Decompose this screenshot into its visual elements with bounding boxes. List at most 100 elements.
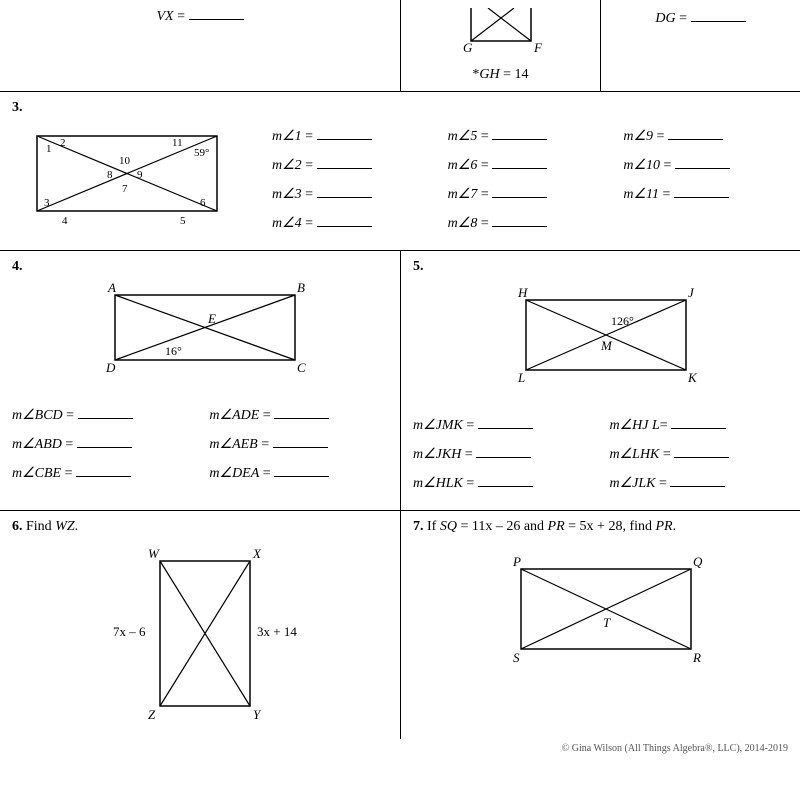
p3-a1: m∠1 xyxy=(272,129,302,144)
v-Z: Z xyxy=(148,707,156,722)
p4-a4: m∠AEB xyxy=(209,437,257,452)
p3-a8: m∠8 xyxy=(448,216,478,231)
problem-7: 7. If SQ = 11x – 26 and PR = 5x + 28, fi… xyxy=(400,511,800,739)
p3-a10: m∠10 xyxy=(623,158,660,173)
lbl-8: 8 xyxy=(107,169,113,181)
gh-eq: = 14 xyxy=(500,67,529,82)
p4-a1: m∠BCD xyxy=(12,408,63,423)
p3-a4: m∠4 xyxy=(272,216,302,231)
p3-a6: m∠6 xyxy=(448,158,478,173)
v-H: H xyxy=(517,285,528,300)
v-B: B xyxy=(297,280,305,295)
p3-a11: m∠11 xyxy=(623,187,659,202)
copyright-footer: © Gina Wilson (All Things Algebra®, LLC)… xyxy=(0,739,800,766)
dg-op: = xyxy=(676,11,691,26)
dg-var: DG xyxy=(655,11,675,26)
p3-col2: m∠5 = m∠6 = m∠7 = m∠8 = xyxy=(448,116,606,242)
vx-op: = xyxy=(174,9,189,24)
v-K: K xyxy=(687,370,698,385)
vx-var: VX xyxy=(156,9,173,24)
p5-a3: m∠JKH xyxy=(413,447,461,462)
row-3: 3. 1 2 11 59° 10 8 9 7 3 4 5 6 xyxy=(0,91,800,250)
num-7: 7. xyxy=(413,519,424,534)
p5-a5: m∠HLK xyxy=(413,476,463,491)
v-X: X xyxy=(252,546,262,561)
p7-eq1r: = 11x – 26 and xyxy=(457,519,548,534)
p3-a3: m∠3 xyxy=(272,187,302,202)
p6-prompt-var: WZ xyxy=(55,519,74,534)
angle-126: 126° xyxy=(611,314,634,328)
p7-pa: If xyxy=(427,519,440,534)
lbl-2: 2 xyxy=(60,137,66,149)
rect-diagram-7: P Q R S T xyxy=(481,549,721,679)
dg-blank[interactable] xyxy=(691,8,746,22)
v-W: W xyxy=(148,546,160,561)
num-6: 6. xyxy=(12,519,23,534)
gh-var: GH xyxy=(479,67,499,82)
v-R: R xyxy=(692,650,701,665)
num-5: 5. xyxy=(413,259,788,275)
lbl-59: 59° xyxy=(194,147,209,159)
v-D: D xyxy=(105,360,116,375)
lbl-10: 10 xyxy=(119,155,131,167)
problem-4: 4. A B C D E 16° m∠BCD = m∠ABD = xyxy=(0,251,400,510)
p3-a5: m∠5 xyxy=(448,129,478,144)
p7-pb: . xyxy=(673,519,677,534)
worksheet: VX = G F *GH = 14 DG = 3. xyxy=(0,0,800,766)
p4-a3: m∠ABD xyxy=(12,437,62,452)
vx-blank[interactable] xyxy=(189,6,244,20)
num-3: 3. xyxy=(12,100,788,116)
p5-a6: m∠JLK xyxy=(610,476,656,491)
v-A: A xyxy=(107,280,116,295)
v-T: T xyxy=(603,615,611,630)
lbl-6: 6 xyxy=(200,197,206,209)
v-M: M xyxy=(600,338,613,353)
p3-a9: m∠9 xyxy=(623,129,653,144)
v-L: L xyxy=(517,370,525,385)
v-Q: Q xyxy=(693,554,703,569)
p4-a2: m∠ADE xyxy=(209,408,259,423)
row-6-7: 6. Find WZ. W X Y Z 7x – 6 3x + 14 7. If… xyxy=(0,510,800,739)
v-C: C xyxy=(297,360,306,375)
problem-5: 5. H J K L M 126° m∠JMK = m∠JKH = xyxy=(400,251,800,510)
rect-diagram-6: W X Y Z 7x – 6 3x + 14 xyxy=(85,541,315,731)
rect-diagram-5: H J K L M 126° xyxy=(471,275,731,395)
p7-sq: SQ xyxy=(440,519,457,534)
lbl-5: 5 xyxy=(180,215,186,227)
row-top: VX = G F *GH = 14 DG = xyxy=(0,0,800,91)
p7-pr1: PR xyxy=(548,519,565,534)
vert-G: G xyxy=(463,40,473,55)
lbl-7: 7 xyxy=(122,183,128,195)
top-mid-cell: G F *GH = 14 xyxy=(400,0,600,91)
p3-a2: m∠2 xyxy=(272,158,302,173)
v-P: P xyxy=(512,554,521,569)
lbl-3x14: 3x + 14 xyxy=(257,624,297,639)
v-J: J xyxy=(688,285,695,300)
lbl-1: 1 xyxy=(46,143,52,155)
p6-prompt-a: Find xyxy=(26,519,55,534)
v-S: S xyxy=(513,650,520,665)
lbl-4: 4 xyxy=(62,215,68,227)
p7-eq2r: = 5x + 28, find xyxy=(565,519,656,534)
p6-prompt-b: . xyxy=(75,519,79,534)
top-right-cell: DG = xyxy=(600,0,800,91)
v-E: E xyxy=(207,311,216,326)
gh-note: *GH = 14 xyxy=(413,67,588,83)
angle-16: 16° xyxy=(165,344,182,358)
p3-col1: m∠1 = m∠2 = m∠3 = m∠4 = xyxy=(272,116,430,242)
rect-diagram-4: A B C D E 16° xyxy=(70,275,330,385)
top-left-cell: VX = xyxy=(0,0,400,91)
row-4-5: 4. A B C D E 16° m∠BCD = m∠ABD = xyxy=(0,250,800,510)
lbl-3: 3 xyxy=(44,197,50,209)
p5-a1: m∠JMK xyxy=(413,418,463,433)
num-4: 4. xyxy=(12,259,388,275)
p3-col3: m∠9 = m∠10 = m∠11 = xyxy=(623,116,788,242)
problem-3: 3. 1 2 11 59° 10 8 9 7 3 4 5 6 xyxy=(0,92,800,250)
p4-a5: m∠CBE xyxy=(12,466,61,481)
square-ghf-diagram: G F xyxy=(451,8,551,63)
p7-pr2: PR xyxy=(656,519,673,534)
lbl-11: 11 xyxy=(172,137,183,149)
p4-a6: m∠DEA xyxy=(209,466,259,481)
p5-a2: m∠HJ L xyxy=(610,418,660,433)
lbl-9: 9 xyxy=(137,169,143,181)
